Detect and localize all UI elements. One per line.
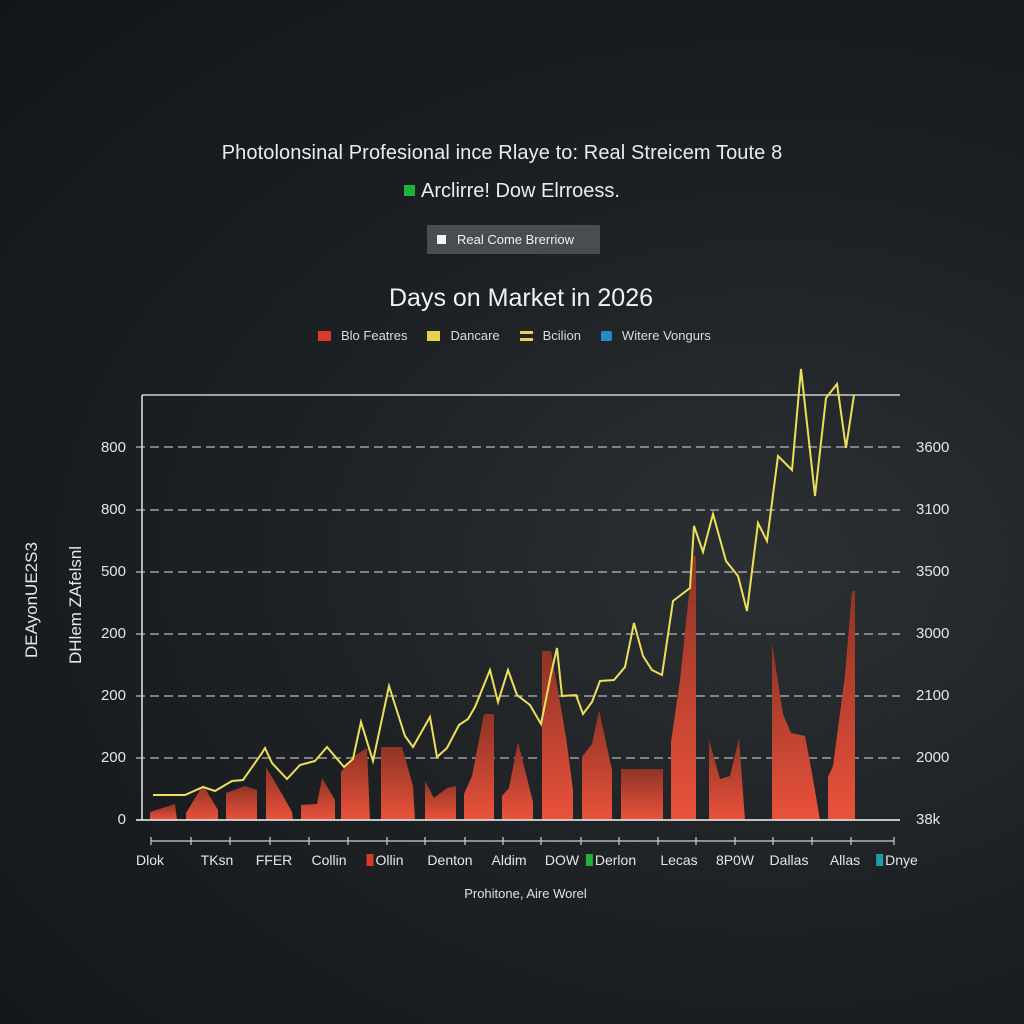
x-tick-label-text: Denton [427, 852, 473, 868]
y-left-tick: 500 [100, 563, 126, 580]
area-segment [582, 710, 612, 820]
category-marker-icon [366, 854, 374, 866]
x-tick-label-text: Derlon [594, 852, 637, 868]
legend-label: Dancare [450, 328, 500, 343]
subtitle-text: Arclirre! Dow Elrroess. [421, 180, 620, 202]
area-segment [186, 785, 218, 820]
yellow-square-icon [427, 330, 441, 341]
area-segment [150, 804, 177, 820]
x-tick-label: Derlon [585, 852, 637, 868]
x-tick-label: Allas [830, 852, 860, 868]
x-tick-label-text: Collin [311, 852, 347, 868]
x-tick-label: Dallas [770, 852, 809, 868]
y-left-tick: 800 [100, 501, 126, 518]
x-tick-label-text: Allas [829, 852, 861, 868]
trend-line [153, 368, 855, 796]
legend-item-witere-vongurs[interactable]: Witere Vongurs [600, 328, 711, 343]
real-comparison-toggle[interactable]: Real Come Brerriow [427, 225, 600, 254]
y-right-tick: 3500 [916, 563, 950, 580]
x-tick-label: DOW [545, 852, 579, 868]
x-tick-label-text: Dlok [135, 852, 165, 868]
legend-item-dancare[interactable]: Dancare [427, 328, 500, 343]
area-segment [341, 748, 370, 820]
x-tick-label-text: FFER [255, 852, 293, 868]
x-tick-label: Denton [427, 852, 472, 868]
gridlines [136, 394, 900, 759]
y-left-tick: 0 [117, 811, 126, 828]
area-segment [621, 769, 663, 820]
x-tick-label: Aldim [491, 852, 526, 868]
checkbox-icon[interactable] [437, 235, 446, 244]
x-tick-label: Lecas [660, 852, 697, 868]
x-tick-label: Dlok [136, 852, 164, 868]
x-tick-label-text: TKsn [200, 852, 234, 868]
x-tick-label: 8P0W [716, 852, 754, 868]
line-series-dancare [153, 368, 855, 796]
legend-label: Bcilion [542, 328, 581, 343]
area-segment [828, 591, 855, 820]
x-tick-label-text: Dnye [885, 852, 918, 868]
area-segment [301, 778, 335, 820]
area-series-blo-featres [150, 556, 855, 820]
x-tick-label: Collin [311, 852, 346, 868]
chart-legend: Blo Featres Dancare Bcilion Witere Vongu… [318, 328, 731, 343]
double-line-icon [519, 330, 533, 341]
y-right-tick: 3000 [916, 625, 950, 642]
legend-item-blo-featres[interactable]: Blo Featres [318, 328, 407, 343]
area-segment [425, 781, 456, 820]
area-segment [266, 767, 293, 820]
y-right-tick: 38k [916, 811, 941, 828]
legend-item-bcilion[interactable]: Bcilion [519, 328, 581, 343]
page-subtitle: Arclirre! Dow Elrroess. [0, 180, 1024, 203]
category-marker-icon [585, 854, 593, 866]
toggle-label: Real Come Brerriow [457, 232, 575, 247]
x-tick-label-text: Lecas [660, 852, 698, 868]
legend-label: Witere Vongurs [621, 328, 711, 343]
legend-label: Blo Featres [341, 328, 408, 343]
y-left-tick: 200 [100, 625, 126, 642]
y-right-tick: 3600 [916, 439, 950, 456]
y-left-tick: 800 [100, 439, 126, 456]
x-tick-label-text: Ollin [375, 852, 404, 868]
y-right-tick: 2000 [916, 749, 950, 766]
area-segment [381, 747, 415, 820]
y-left-tick: 200 [100, 749, 126, 766]
x-tick-label-text: Aldim [491, 852, 527, 868]
area-segment [502, 742, 533, 820]
x-tick-label-text: 8P0W [715, 852, 755, 868]
x-tick-label: Dnye [876, 852, 918, 868]
chart-title: Days on Market in 2026 [388, 284, 654, 312]
axes [136, 395, 900, 845]
x-tick-label: TKsn [201, 852, 234, 868]
y-right-tick: 2100 [916, 687, 950, 704]
y-left-tick: 200 [100, 687, 126, 704]
green-marker-icon [404, 185, 416, 196]
x-tick-label: Ollin [366, 852, 404, 868]
area-segment [464, 714, 494, 820]
x-axis-title: Prohitone, Aire Worel [464, 886, 587, 901]
area-segment [671, 556, 696, 820]
area-segment [542, 651, 573, 820]
x-tick-label: FFER [256, 852, 293, 868]
area-segment [709, 738, 745, 820]
red-square-icon [318, 330, 331, 341]
page-title: Photolonsinal Profesional ince Rlaye to:… [221, 142, 783, 164]
x-tick-label-text: DOW [544, 852, 580, 868]
area-segment [772, 643, 820, 820]
area-segment [226, 786, 257, 820]
y-right-tick: 3100 [916, 501, 950, 518]
x-tick-label-text: Dallas [769, 852, 809, 868]
category-marker-icon [876, 854, 884, 866]
blue-bubble-icon [600, 330, 612, 341]
